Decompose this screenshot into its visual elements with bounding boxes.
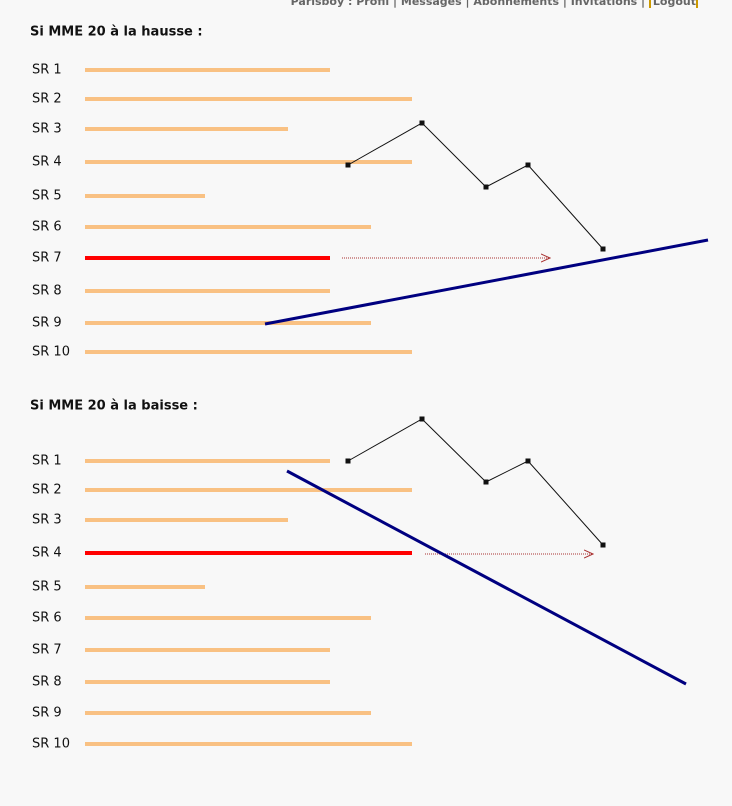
sr-label: SR 10: [32, 737, 70, 752]
nav-link[interactable]: Invitations: [570, 0, 638, 8]
sr-label: SR 10: [32, 345, 70, 360]
sr-label: SR 8: [32, 675, 62, 690]
sr-label: SR 4: [32, 546, 62, 561]
sr-label: SR 5: [32, 580, 62, 595]
sr-label: SR 5: [32, 189, 62, 204]
mme-line: [286, 469, 687, 686]
price-point: [600, 246, 606, 252]
sr-label: SR 7: [32, 251, 62, 266]
price-point: [419, 120, 425, 126]
price-path: [347, 418, 604, 546]
sr-label: SR 3: [32, 513, 62, 528]
price-point: [600, 542, 606, 548]
price-point: [483, 479, 489, 485]
section-title: Si MME 20 à la baisse :: [30, 399, 198, 414]
price-point: [483, 184, 489, 190]
sr-label: SR 9: [32, 316, 62, 331]
sr-label: SR 9: [32, 706, 62, 721]
nav-user[interactable]: Parisboy : Profil: [290, 0, 390, 8]
price-path: [347, 122, 604, 250]
sr-label: SR 1: [32, 454, 62, 469]
top-nav: Parisboy : Profil | Messages | Abonnemen…: [291, 0, 698, 8]
price-point: [345, 162, 351, 168]
sr-label: SR 2: [32, 483, 62, 498]
sr-label: SR 6: [32, 220, 62, 235]
section-title: Si MME 20 à la hausse :: [30, 25, 203, 40]
nav-link[interactable]: Logout: [648, 0, 696, 8]
sr-label: SR 3: [32, 122, 62, 137]
price-point: [525, 458, 531, 464]
price-point: [419, 416, 425, 422]
sr-label: SR 8: [32, 284, 62, 299]
mme-line: [264, 238, 709, 326]
price-point: [525, 162, 531, 168]
price-point: [345, 458, 351, 464]
sr-label: SR 4: [32, 155, 62, 170]
sr-label: SR 2: [32, 92, 62, 107]
nav-link[interactable]: Abonnements: [473, 0, 560, 8]
nav-link[interactable]: Messages: [400, 0, 462, 8]
sr-label: SR 1: [32, 63, 62, 78]
sr-label: SR 6: [32, 611, 62, 626]
sr-label: SR 7: [32, 643, 62, 658]
